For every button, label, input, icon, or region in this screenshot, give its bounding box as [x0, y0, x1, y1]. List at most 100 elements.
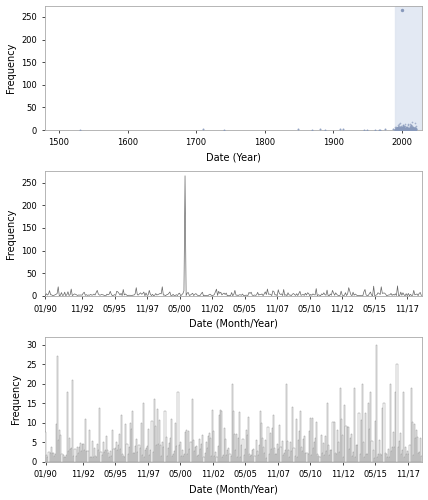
Point [395, 124, 401, 132]
Bar [46, 455, 48, 462]
Bar [413, 456, 414, 462]
Point [396, 125, 403, 133]
Bar [256, 452, 258, 462]
Bar [263, 447, 264, 462]
Point [398, 126, 404, 134]
Bar [310, 418, 311, 462]
Bar [417, 437, 418, 462]
Point [396, 126, 403, 134]
Bar [389, 458, 390, 462]
Point [392, 126, 398, 134]
Bar [79, 447, 80, 462]
Point [401, 126, 407, 134]
Bar [354, 388, 355, 462]
Point [406, 124, 413, 132]
Bar [408, 454, 410, 462]
Point [405, 121, 412, 129]
Bar [266, 458, 268, 462]
Bar [164, 411, 166, 462]
Point [395, 122, 401, 130]
Point [398, 124, 405, 132]
Point [405, 126, 412, 134]
Bar [122, 454, 123, 462]
Bar [383, 403, 384, 462]
Bar [270, 448, 272, 462]
Point [392, 126, 399, 134]
Point [397, 125, 404, 133]
Point [397, 126, 404, 134]
Y-axis label: Frequency: Frequency [6, 208, 15, 258]
Point [393, 126, 400, 134]
Bar [105, 450, 106, 462]
X-axis label: Date (Month/Year): Date (Month/Year) [189, 318, 278, 328]
Point [398, 122, 404, 130]
Point [411, 126, 418, 134]
Bar [312, 418, 313, 462]
Bar [352, 456, 353, 462]
Bar [123, 456, 124, 462]
Bar [306, 454, 308, 462]
Bar [210, 438, 211, 462]
Point [411, 124, 418, 132]
Bar [166, 456, 168, 462]
Bar [396, 364, 398, 462]
Point [407, 126, 414, 134]
Point [404, 124, 410, 132]
Point [412, 126, 419, 134]
Point [392, 126, 399, 134]
Bar [292, 407, 294, 462]
Point [412, 125, 419, 133]
Point [408, 122, 415, 130]
Point [408, 126, 415, 134]
Bar [173, 454, 174, 462]
Point [410, 123, 416, 131]
Bar [273, 415, 274, 462]
Point [404, 124, 411, 132]
Bar [275, 454, 276, 462]
Point [405, 126, 412, 134]
Point [394, 124, 401, 132]
Bar [66, 454, 67, 462]
Point [412, 124, 419, 132]
Point [399, 125, 406, 133]
Bar [48, 452, 50, 462]
Point [398, 126, 405, 134]
Point [340, 125, 347, 133]
Point [398, 125, 405, 133]
Point [392, 126, 399, 134]
Bar [249, 454, 250, 462]
Point [397, 125, 404, 133]
Point [394, 126, 401, 134]
Point [404, 126, 411, 134]
Point [411, 126, 418, 134]
Bar [386, 457, 388, 462]
Bar [103, 442, 104, 462]
Point [392, 123, 398, 131]
Point [392, 126, 398, 134]
Point [397, 123, 404, 131]
Point [401, 126, 408, 134]
Bar [328, 445, 329, 462]
Bar [370, 392, 372, 462]
Bar [77, 447, 78, 462]
Point [403, 126, 410, 134]
Bar [128, 454, 129, 462]
Bar [175, 422, 176, 462]
Point [412, 122, 419, 130]
Bar [225, 439, 226, 462]
Bar [182, 450, 183, 462]
Bar [264, 454, 265, 462]
Bar [199, 439, 200, 462]
Bar [55, 454, 56, 462]
Point [398, 124, 405, 132]
Point [409, 126, 416, 134]
Point [411, 125, 418, 133]
Bar [337, 430, 338, 462]
Point [402, 122, 409, 130]
Point [407, 124, 413, 132]
Bar [60, 436, 62, 462]
Bar [301, 448, 302, 462]
Point [392, 126, 399, 134]
Point [412, 123, 419, 131]
Bar [342, 435, 343, 462]
